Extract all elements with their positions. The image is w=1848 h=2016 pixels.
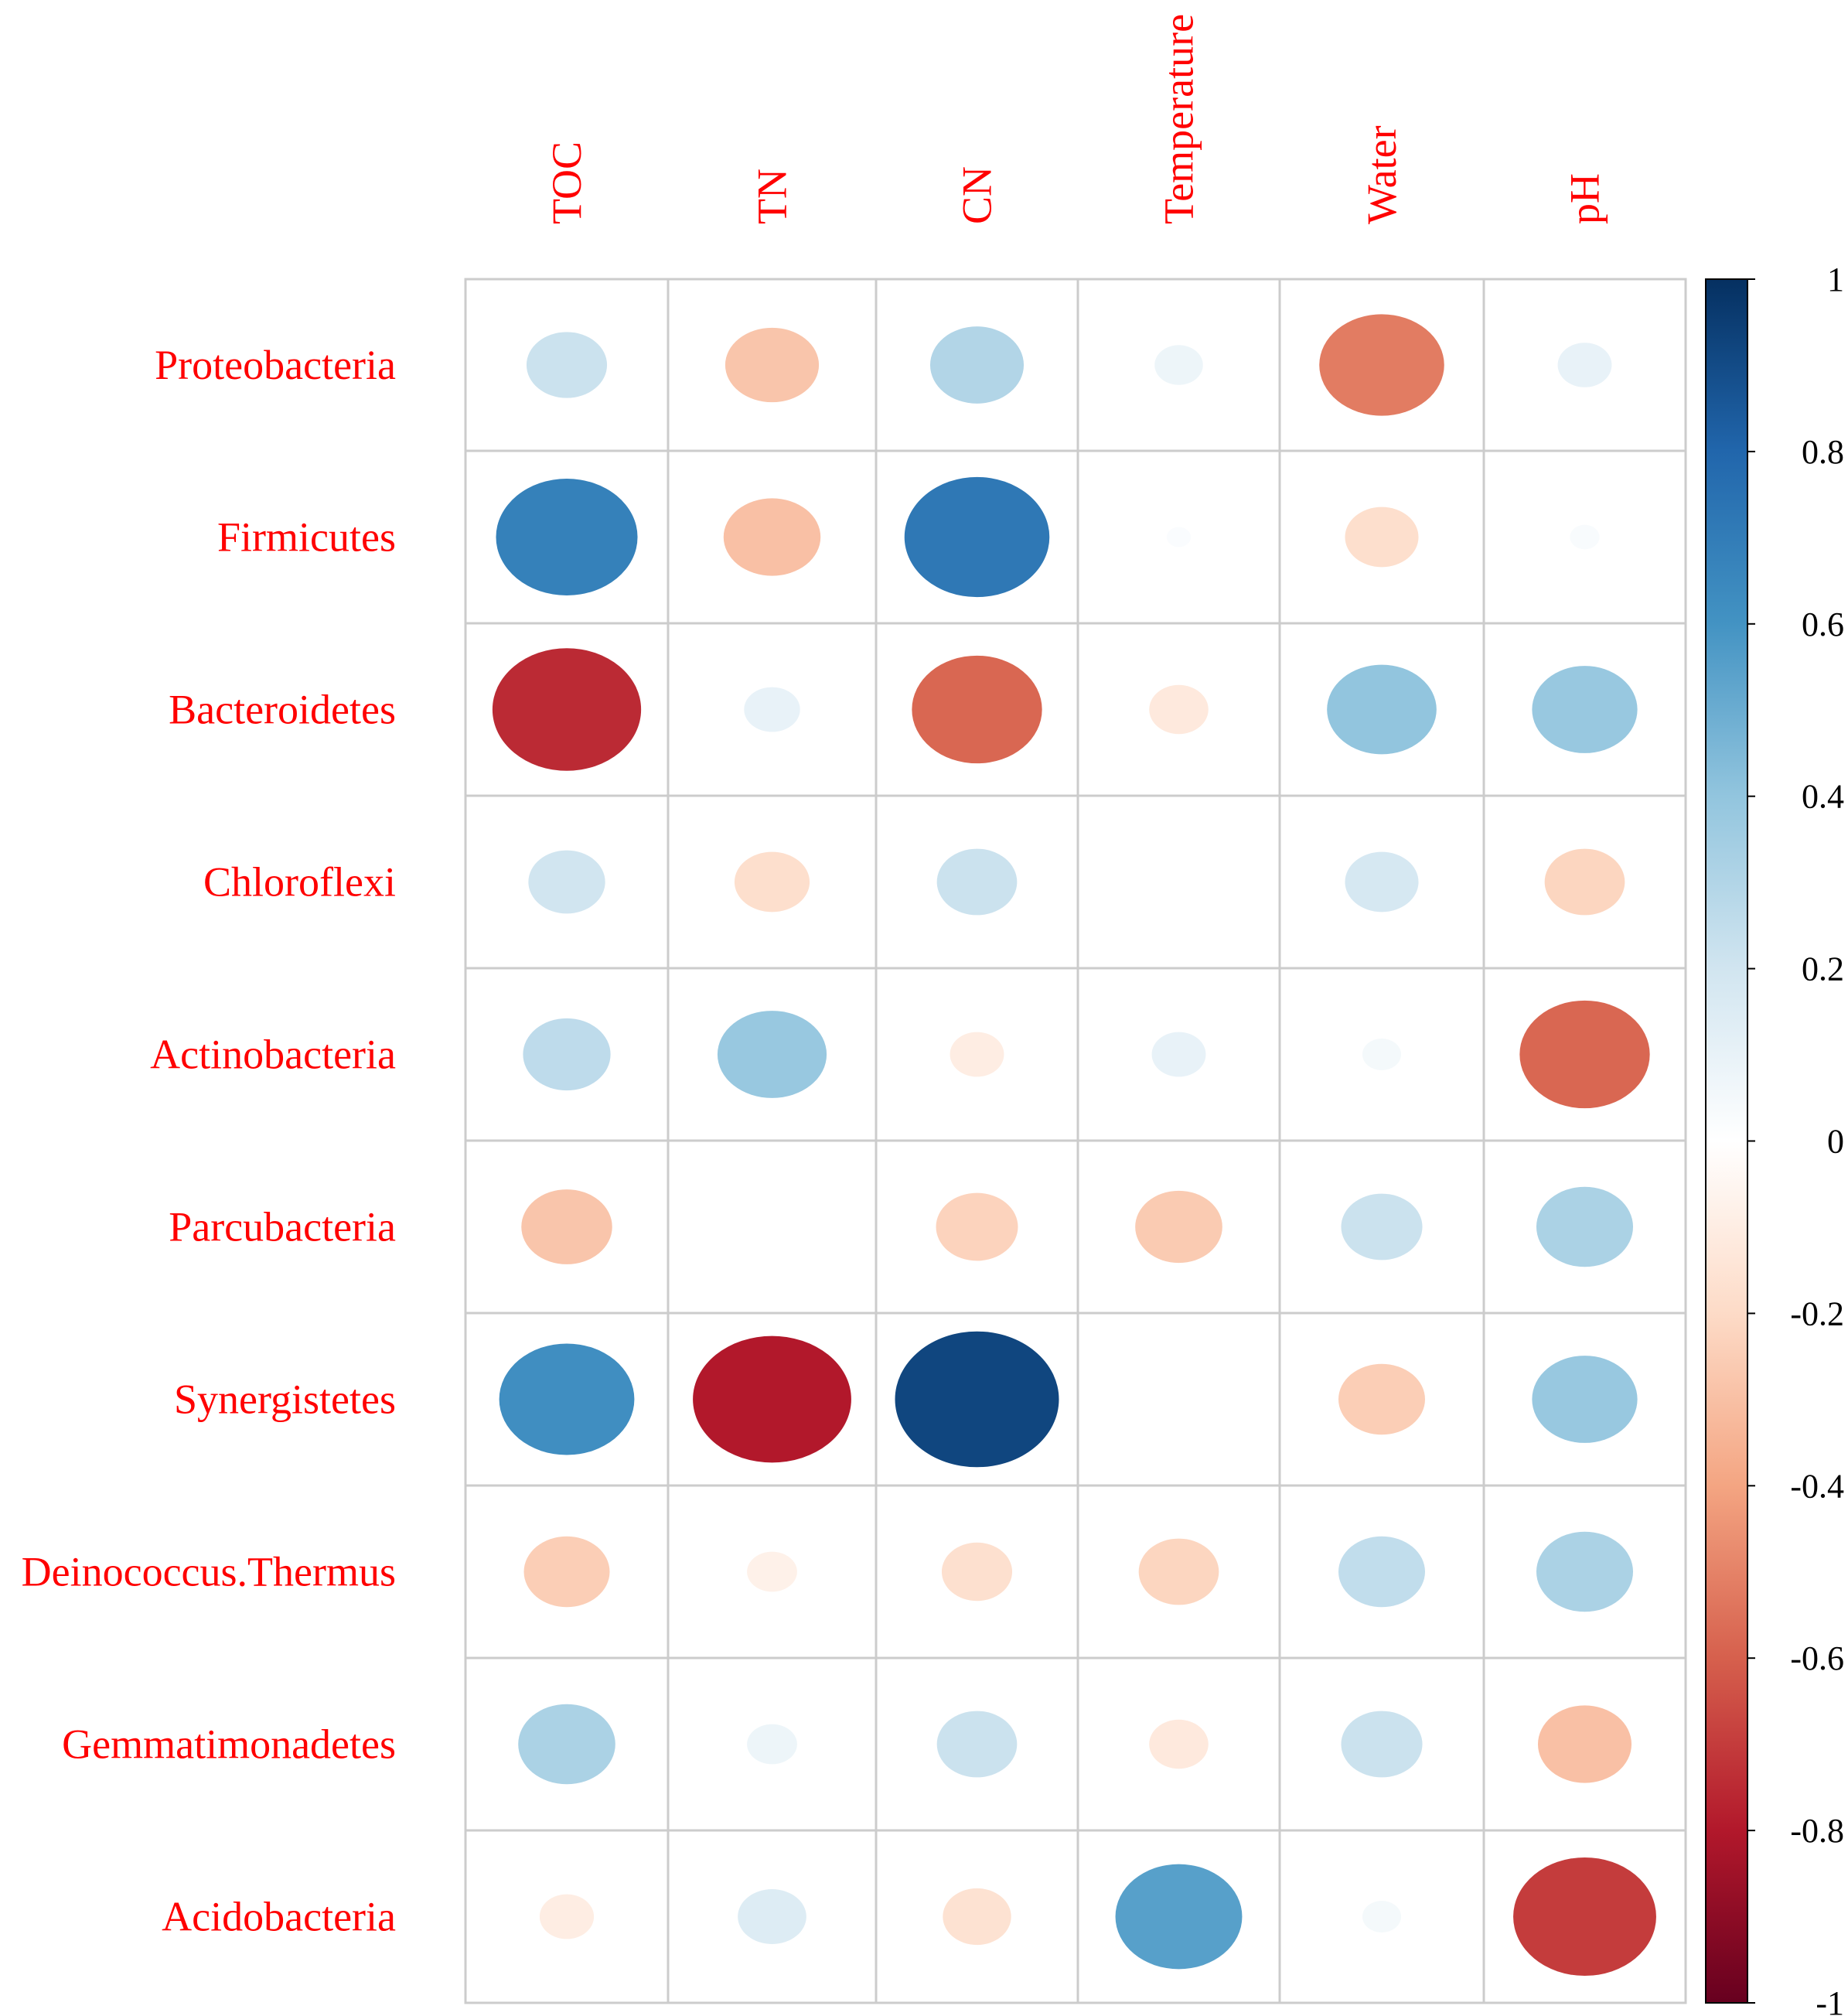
corr-circle-gemmatimonadetes-water [1341, 1711, 1423, 1778]
corr-circle-proteobacteria-tn [725, 327, 820, 403]
corr-circle-actinobacteria-water [1362, 1039, 1402, 1070]
column-label-water: Water [1359, 125, 1405, 224]
colorbar-tick-label: 1 [1827, 261, 1844, 298]
corr-circle-synergistetes-water [1338, 1363, 1425, 1435]
colorbar-tick-label: -0.6 [1790, 1639, 1844, 1677]
column-label-temperature: Temperature [1156, 14, 1202, 224]
corr-circle-chloroflexi-cn [936, 848, 1018, 916]
colorbar: 1 0.8 0.6 0.4 0.2 0 -0.2 -0.4 -0.6 -0.8 -1 [1705, 261, 1844, 2016]
corr-circle-gemmatimonadetes-ph [1537, 1705, 1632, 1783]
corr-circle-deinococcus-thermus-tn [747, 1551, 797, 1592]
corr-circle-parcubacteria-ph [1536, 1186, 1634, 1267]
corr-circle-actinobacteria-tn [717, 1011, 827, 1098]
corr-circle-acidobacteria-cn [943, 1888, 1011, 1946]
column-label-ph: pH [1562, 173, 1608, 224]
colorbar-tick-label: -0.4 [1790, 1467, 1844, 1505]
corr-circle-acidobacteria-tn [738, 1889, 806, 1944]
corr-circle-acidobacteria-temperature [1115, 1864, 1243, 1970]
corr-circle-firmicutes-cn [904, 476, 1050, 598]
colorbar-tick-label: -1 [1816, 1984, 1844, 2016]
corr-circle-actinobacteria-temperature [1151, 1032, 1206, 1077]
row-label-bacteroidetes: Bacteroidetes [169, 687, 396, 733]
column-label-tn: TN [749, 169, 796, 224]
corr-circle-bacteroidetes-cn [912, 655, 1042, 764]
circle-layer [492, 314, 1656, 1977]
row-label-firmicutes: Firmicutes [217, 514, 396, 561]
corr-circle-firmicutes-water [1345, 507, 1419, 568]
colorbar-tick-label: 0.2 [1802, 950, 1844, 988]
corr-circle-proteobacteria-cn [929, 326, 1025, 404]
corr-circle-chloroflexi-toc [528, 850, 605, 914]
corr-circle-synergistetes-toc [499, 1343, 635, 1455]
corr-circle-gemmatimonadetes-cn [936, 1711, 1018, 1778]
corr-circle-parcubacteria-water [1341, 1193, 1423, 1260]
corr-circle-actinobacteria-cn [950, 1032, 1004, 1077]
row-label-parcubacteria: Parcubacteria [169, 1204, 396, 1250]
corr-circle-gemmatimonadetes-toc [518, 1704, 615, 1785]
colorbar-tick-label: -0.8 [1790, 1812, 1844, 1850]
colorbar-tick-label: 0.4 [1802, 778, 1844, 816]
row-label-chloroflexi: Chloroflexi [203, 859, 396, 906]
corr-circle-chloroflexi-ph [1544, 848, 1625, 916]
corr-circle-actinobacteria-ph [1519, 1000, 1650, 1109]
corr-circle-chloroflexi-tn [734, 851, 810, 912]
row-label-deinococcus-thermus: Deinococcus.Thermus [22, 1549, 396, 1595]
corr-circle-synergistetes-ph [1532, 1356, 1638, 1443]
colorbar-tick-label: 0.8 [1802, 433, 1844, 471]
corr-circle-deinococcus-thermus-toc [523, 1536, 610, 1608]
corr-circle-firmicutes-tn [723, 498, 821, 576]
row-label-gemmatimonadetes: Gemmatimonadetes [62, 1721, 396, 1768]
corr-circle-bacteroidetes-ph [1532, 666, 1638, 753]
corr-circle-proteobacteria-ph [1557, 343, 1612, 387]
corr-circle-acidobacteria-water [1362, 1901, 1402, 1932]
corr-circle-parcubacteria-cn [936, 1192, 1018, 1261]
row-labels: Proteobacteria Firmicutes Bacteroidetes Chl… [22, 342, 396, 1940]
row-label-synergistetes: Synergistetes [174, 1376, 396, 1423]
corr-circle-deinococcus-thermus-temperature [1138, 1538, 1219, 1605]
row-label-actinobacteria: Actinobacteria [150, 1032, 396, 1078]
corr-circle-deinococcus-thermus-cn [941, 1542, 1013, 1602]
corr-circle-gemmatimonadetes-temperature [1149, 1719, 1209, 1769]
corr-circle-parcubacteria-temperature [1135, 1190, 1222, 1264]
column-label-toc: TOC [544, 142, 590, 224]
corr-circle-proteobacteria-water [1319, 314, 1444, 416]
corr-circle-bacteroidetes-tn [744, 687, 800, 732]
row-label-acidobacteria: Acidobacteria [162, 1894, 396, 1940]
corr-circle-acidobacteria-toc [539, 1894, 595, 1939]
corr-circle-firmicutes-temperature [1166, 527, 1192, 547]
corr-circle-acidobacteria-ph [1513, 1857, 1656, 1977]
colorbar-tick-label: -0.2 [1790, 1295, 1844, 1332]
corr-circle-bacteroidetes-temperature [1149, 684, 1209, 735]
corr-circle-firmicutes-ph [1570, 524, 1600, 550]
row-label-proteobacteria: Proteobacteria [155, 342, 396, 388]
column-labels: TOC TN CN Temperature Water pH [544, 14, 1608, 224]
corr-circle-proteobacteria-toc [526, 332, 608, 398]
corr-circle-synergistetes-cn [895, 1331, 1059, 1468]
corr-circle-proteobacteria-temperature [1154, 345, 1203, 385]
corr-circle-gemmatimonadetes-tn [747, 1724, 797, 1765]
corr-circle-deinococcus-thermus-ph [1536, 1531, 1634, 1612]
column-label-cn: CN [954, 166, 1001, 224]
corr-circle-bacteroidetes-water [1327, 664, 1437, 755]
corr-circle-parcubacteria-toc [521, 1189, 612, 1264]
colorbar-tick-label: 0 [1827, 1123, 1844, 1161]
corr-circle-bacteroidetes-toc [492, 648, 642, 771]
corr-circle-firmicutes-toc [496, 479, 638, 595]
corr-circle-synergistetes-tn [693, 1335, 851, 1463]
grid-layer [464, 278, 1687, 2004]
corr-circle-actinobacteria-toc [523, 1018, 611, 1091]
corr-circle-chloroflexi-water [1345, 851, 1419, 912]
colorbar-tick-label: 0.6 [1802, 605, 1844, 643]
corr-circle-deinococcus-thermus-water [1338, 1536, 1425, 1608]
colorbar-gradient [1705, 278, 1748, 2004]
